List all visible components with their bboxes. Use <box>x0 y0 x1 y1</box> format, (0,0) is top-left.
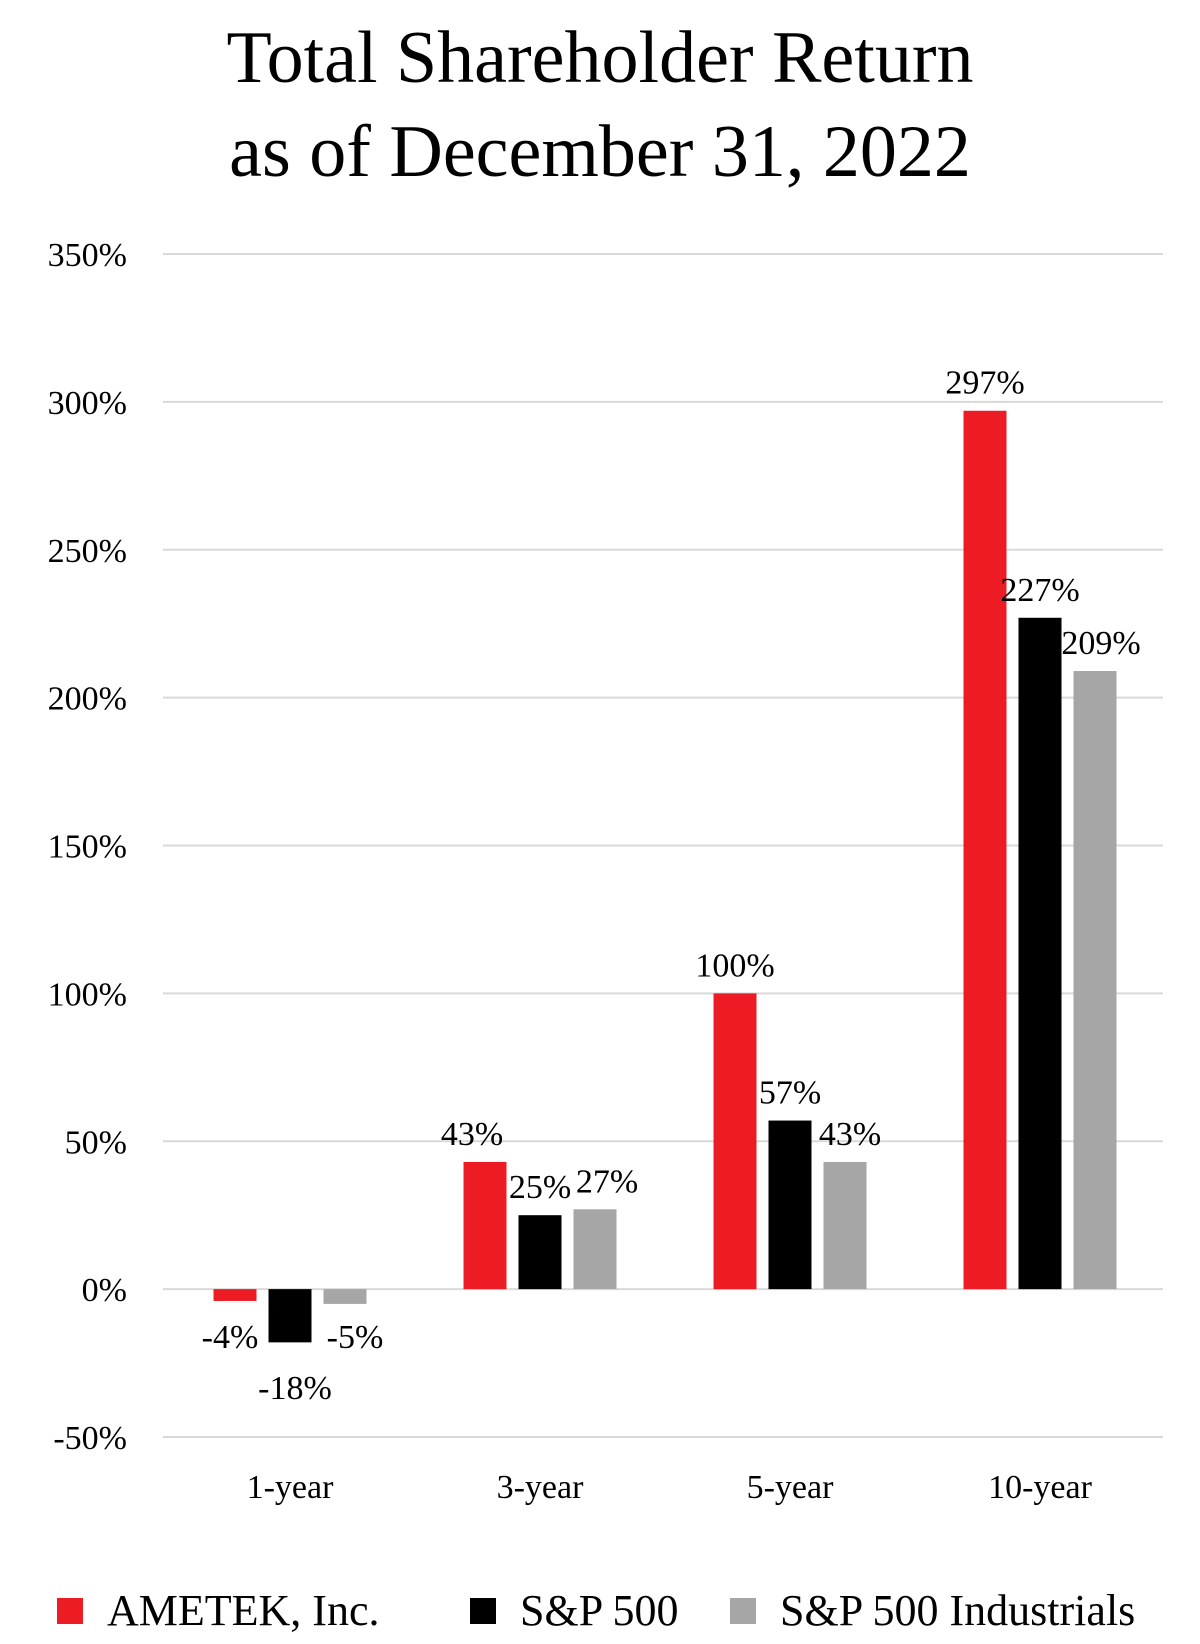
data-label: -5% <box>327 1319 384 1356</box>
bar <box>768 1120 812 1290</box>
bars <box>213 410 1117 1343</box>
x-category-label: 5-year <box>747 1469 835 1506</box>
bar <box>463 1161 507 1290</box>
y-tick-label: 50% <box>65 1124 127 1161</box>
chart-title: Total Shareholder Return as of December … <box>227 17 974 193</box>
data-label: 27% <box>576 1163 638 1200</box>
y-tick-label: 300% <box>48 385 127 422</box>
data-label: 43% <box>441 1116 503 1153</box>
legend-label: AMETEK, Inc. <box>107 1586 380 1635</box>
bar <box>963 410 1007 1290</box>
data-label: 297% <box>945 365 1024 402</box>
legend-label: S&P 500 Industrials <box>780 1586 1135 1635</box>
data-label: 43% <box>819 1116 881 1153</box>
bar <box>823 1161 867 1290</box>
data-labels: -4%-18%-5%43%25% 27%100%57%43%297%227%209… <box>202 365 1141 1407</box>
legend-swatch <box>57 1598 83 1624</box>
bar <box>268 1289 312 1343</box>
legend-swatch <box>470 1598 496 1624</box>
data-label: 209% <box>1061 625 1140 662</box>
x-category-label: 1-year <box>247 1469 335 1506</box>
y-tick-label: 250% <box>48 533 127 570</box>
y-tick-label: 0% <box>82 1272 127 1309</box>
data-label: 100% <box>695 947 774 984</box>
data-label: -18% <box>258 1370 332 1407</box>
x-category-label: 3-year <box>497 1469 585 1506</box>
bar <box>1073 671 1117 1290</box>
x-category-label: 10-year <box>988 1469 1093 1506</box>
data-label: 227% <box>1000 572 1079 609</box>
x-axis-category-labels: 1-year 3-year 5-year 10-year <box>247 1469 1093 1506</box>
chart-title-line-1: Total Shareholder Return <box>227 17 974 99</box>
y-tick-label: 100% <box>48 976 127 1013</box>
data-label: 25% <box>509 1169 571 1206</box>
bar <box>713 993 757 1290</box>
bar <box>518 1215 562 1290</box>
data-label: 57% <box>759 1075 821 1112</box>
bar <box>573 1209 617 1290</box>
y-tick-label: 150% <box>48 829 127 866</box>
legend-swatch <box>730 1598 756 1624</box>
y-tick-label: -50% <box>53 1420 127 1457</box>
y-axis-tick-labels: 350% 300% 250% 200% 150% 100% 50% 0% -50% <box>48 237 127 1457</box>
bar <box>1018 617 1062 1290</box>
data-label: -4% <box>202 1319 259 1356</box>
legend: AMETEK, Inc. S&P 500 S&P 500 Industrials <box>57 1586 1135 1635</box>
bar <box>323 1289 367 1304</box>
chart-title-line-2: as of December 31, 2022 <box>229 111 971 193</box>
bar <box>213 1289 257 1301</box>
legend-label: S&P 500 <box>520 1586 679 1635</box>
y-tick-label: 350% <box>48 237 127 274</box>
gridlines <box>163 253 1163 1438</box>
y-tick-label: 200% <box>48 681 127 718</box>
